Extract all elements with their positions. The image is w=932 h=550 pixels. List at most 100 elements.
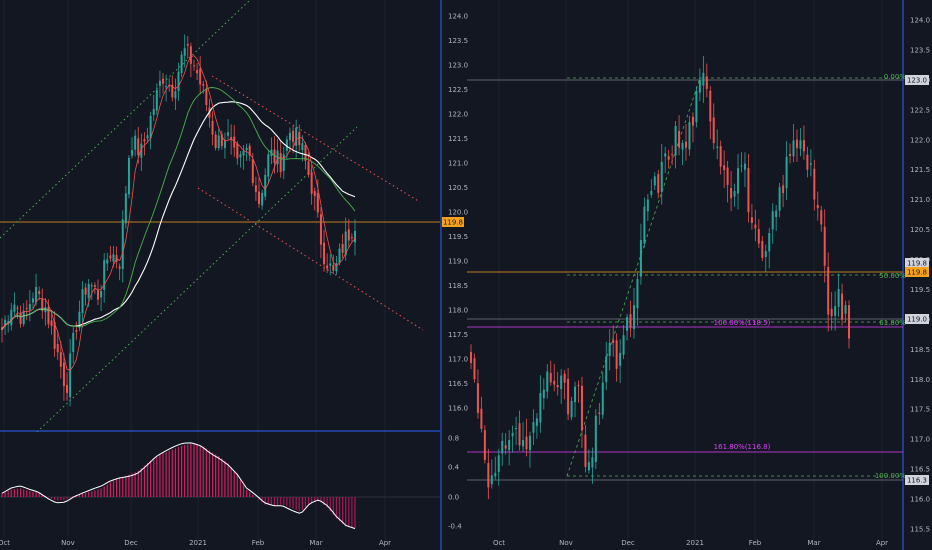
- candle-body: [106, 259, 109, 264]
- right-price-badge: [905, 475, 929, 485]
- candle-body: [563, 373, 566, 383]
- candle-body: [719, 146, 722, 167]
- candle-body: [13, 304, 16, 312]
- left-price-tick: 121.0: [448, 160, 468, 168]
- candle-body: [834, 306, 837, 316]
- candle-body: [233, 136, 236, 148]
- left-price-tick: 122.0: [448, 111, 468, 119]
- candle-body: [31, 298, 34, 303]
- candle-body: [643, 206, 646, 244]
- candle-body: [350, 237, 353, 239]
- candle-body: [733, 191, 736, 197]
- candle-body: [93, 285, 96, 287]
- candle-body: [716, 146, 719, 148]
- candle-body: [301, 143, 304, 151]
- right-price-badge: [905, 267, 929, 277]
- candle-body: [143, 139, 146, 142]
- left-ma-red: [1, 55, 356, 371]
- candle-body: [792, 140, 795, 157]
- left-rising-channel-bottom: [36, 126, 358, 433]
- candle-body: [712, 117, 715, 144]
- candle-body: [35, 286, 38, 303]
- candle-body: [813, 168, 816, 200]
- left-time-tick: Oct: [0, 539, 10, 547]
- candle-body: [310, 171, 313, 194]
- right-price-badge-label: 119.0: [907, 316, 927, 324]
- left-price-tick: 118.0: [448, 307, 468, 315]
- right-time-tick: Feb: [749, 539, 762, 547]
- candle-body: [41, 298, 44, 311]
- left-time-axis[interactable]: Oct Nov Dec 2021 Feb Mar Apr: [0, 539, 391, 547]
- candle-body: [577, 384, 580, 386]
- candle-body: [227, 132, 230, 136]
- candle-body: [298, 131, 301, 146]
- candle-body: [162, 78, 165, 84]
- candle-body: [664, 153, 667, 157]
- candle-body: [313, 191, 316, 197]
- candle-body: [205, 88, 208, 106]
- candle-body: [282, 154, 285, 171]
- candle-body: [775, 210, 778, 218]
- candle-body: [556, 385, 559, 388]
- candle-body: [830, 308, 833, 317]
- candle-body: [678, 130, 681, 148]
- candle-body: [354, 231, 356, 243]
- right-price-tick: 124.0: [910, 17, 930, 25]
- candle-body: [47, 306, 50, 325]
- candle-body: [96, 289, 99, 300]
- right-price-badge-label: 119.8: [907, 269, 927, 277]
- candle-body: [186, 44, 189, 46]
- candle-body: [273, 149, 276, 163]
- candle-body: [124, 193, 127, 224]
- left-oscillator-axis[interactable]: 0.8 0.4 0.0 -0.4: [448, 435, 462, 531]
- candle-body: [158, 80, 161, 86]
- candle-body: [816, 204, 819, 209]
- left-price-tick: 119.0: [448, 258, 468, 266]
- candle-body: [288, 132, 291, 141]
- candle-body: [601, 382, 604, 415]
- candle-body: [549, 372, 552, 383]
- candle-body: [612, 339, 615, 344]
- candle-body: [285, 139, 288, 151]
- candle-body: [341, 243, 344, 253]
- fib-label-100-mid: 100.00%(118.5): [714, 319, 771, 327]
- left-current-price-badge: 119.8: [442, 217, 464, 227]
- candle-body: [709, 90, 712, 122]
- right-price-tick: 122.0: [910, 136, 930, 144]
- candle-body: [134, 135, 137, 150]
- candle-body: [38, 291, 41, 294]
- candle-body: [608, 342, 611, 357]
- candle-body: [223, 140, 226, 149]
- left-price-tick: 117.0: [448, 356, 468, 364]
- left-current-price-label: 119.8: [443, 219, 463, 227]
- right-time-axis[interactable]: Oct Nov Dec 2021 Feb Mar Apr: [493, 539, 888, 547]
- candle-body: [22, 310, 25, 325]
- candle-body: [490, 475, 493, 485]
- oscillator-tick: -0.4: [448, 523, 462, 531]
- right-price-tick: 120.5: [910, 226, 930, 234]
- candle-body: [307, 161, 310, 175]
- right-price-tick: 119.5: [910, 286, 930, 294]
- candle-body: [743, 163, 746, 170]
- right-time-tick: 2021: [686, 539, 704, 547]
- candle-body: [165, 85, 168, 88]
- candle-body: [757, 229, 760, 244]
- candle-body: [25, 308, 28, 310]
- candle-body: [140, 143, 143, 158]
- left-price-axis[interactable]: 124.0 123.5 123.0 122.5 122.0 121.5 121.0 120.5…: [448, 13, 468, 413]
- candle-body: [261, 193, 264, 206]
- left-price-tick: 123.0: [448, 62, 468, 70]
- right-time-tick: Apr: [876, 539, 888, 547]
- candle-body: [258, 191, 261, 205]
- candle-body: [7, 321, 10, 325]
- candle-body: [636, 279, 639, 309]
- candle-body: [785, 156, 788, 189]
- candle-body: [750, 217, 753, 223]
- candle-body: [1, 327, 3, 330]
- candle-body: [560, 375, 563, 390]
- candle-body: [344, 231, 347, 256]
- candle-body: [518, 423, 521, 446]
- right-price-badge-label: 119.8: [907, 260, 927, 268]
- candle-body: [730, 187, 733, 199]
